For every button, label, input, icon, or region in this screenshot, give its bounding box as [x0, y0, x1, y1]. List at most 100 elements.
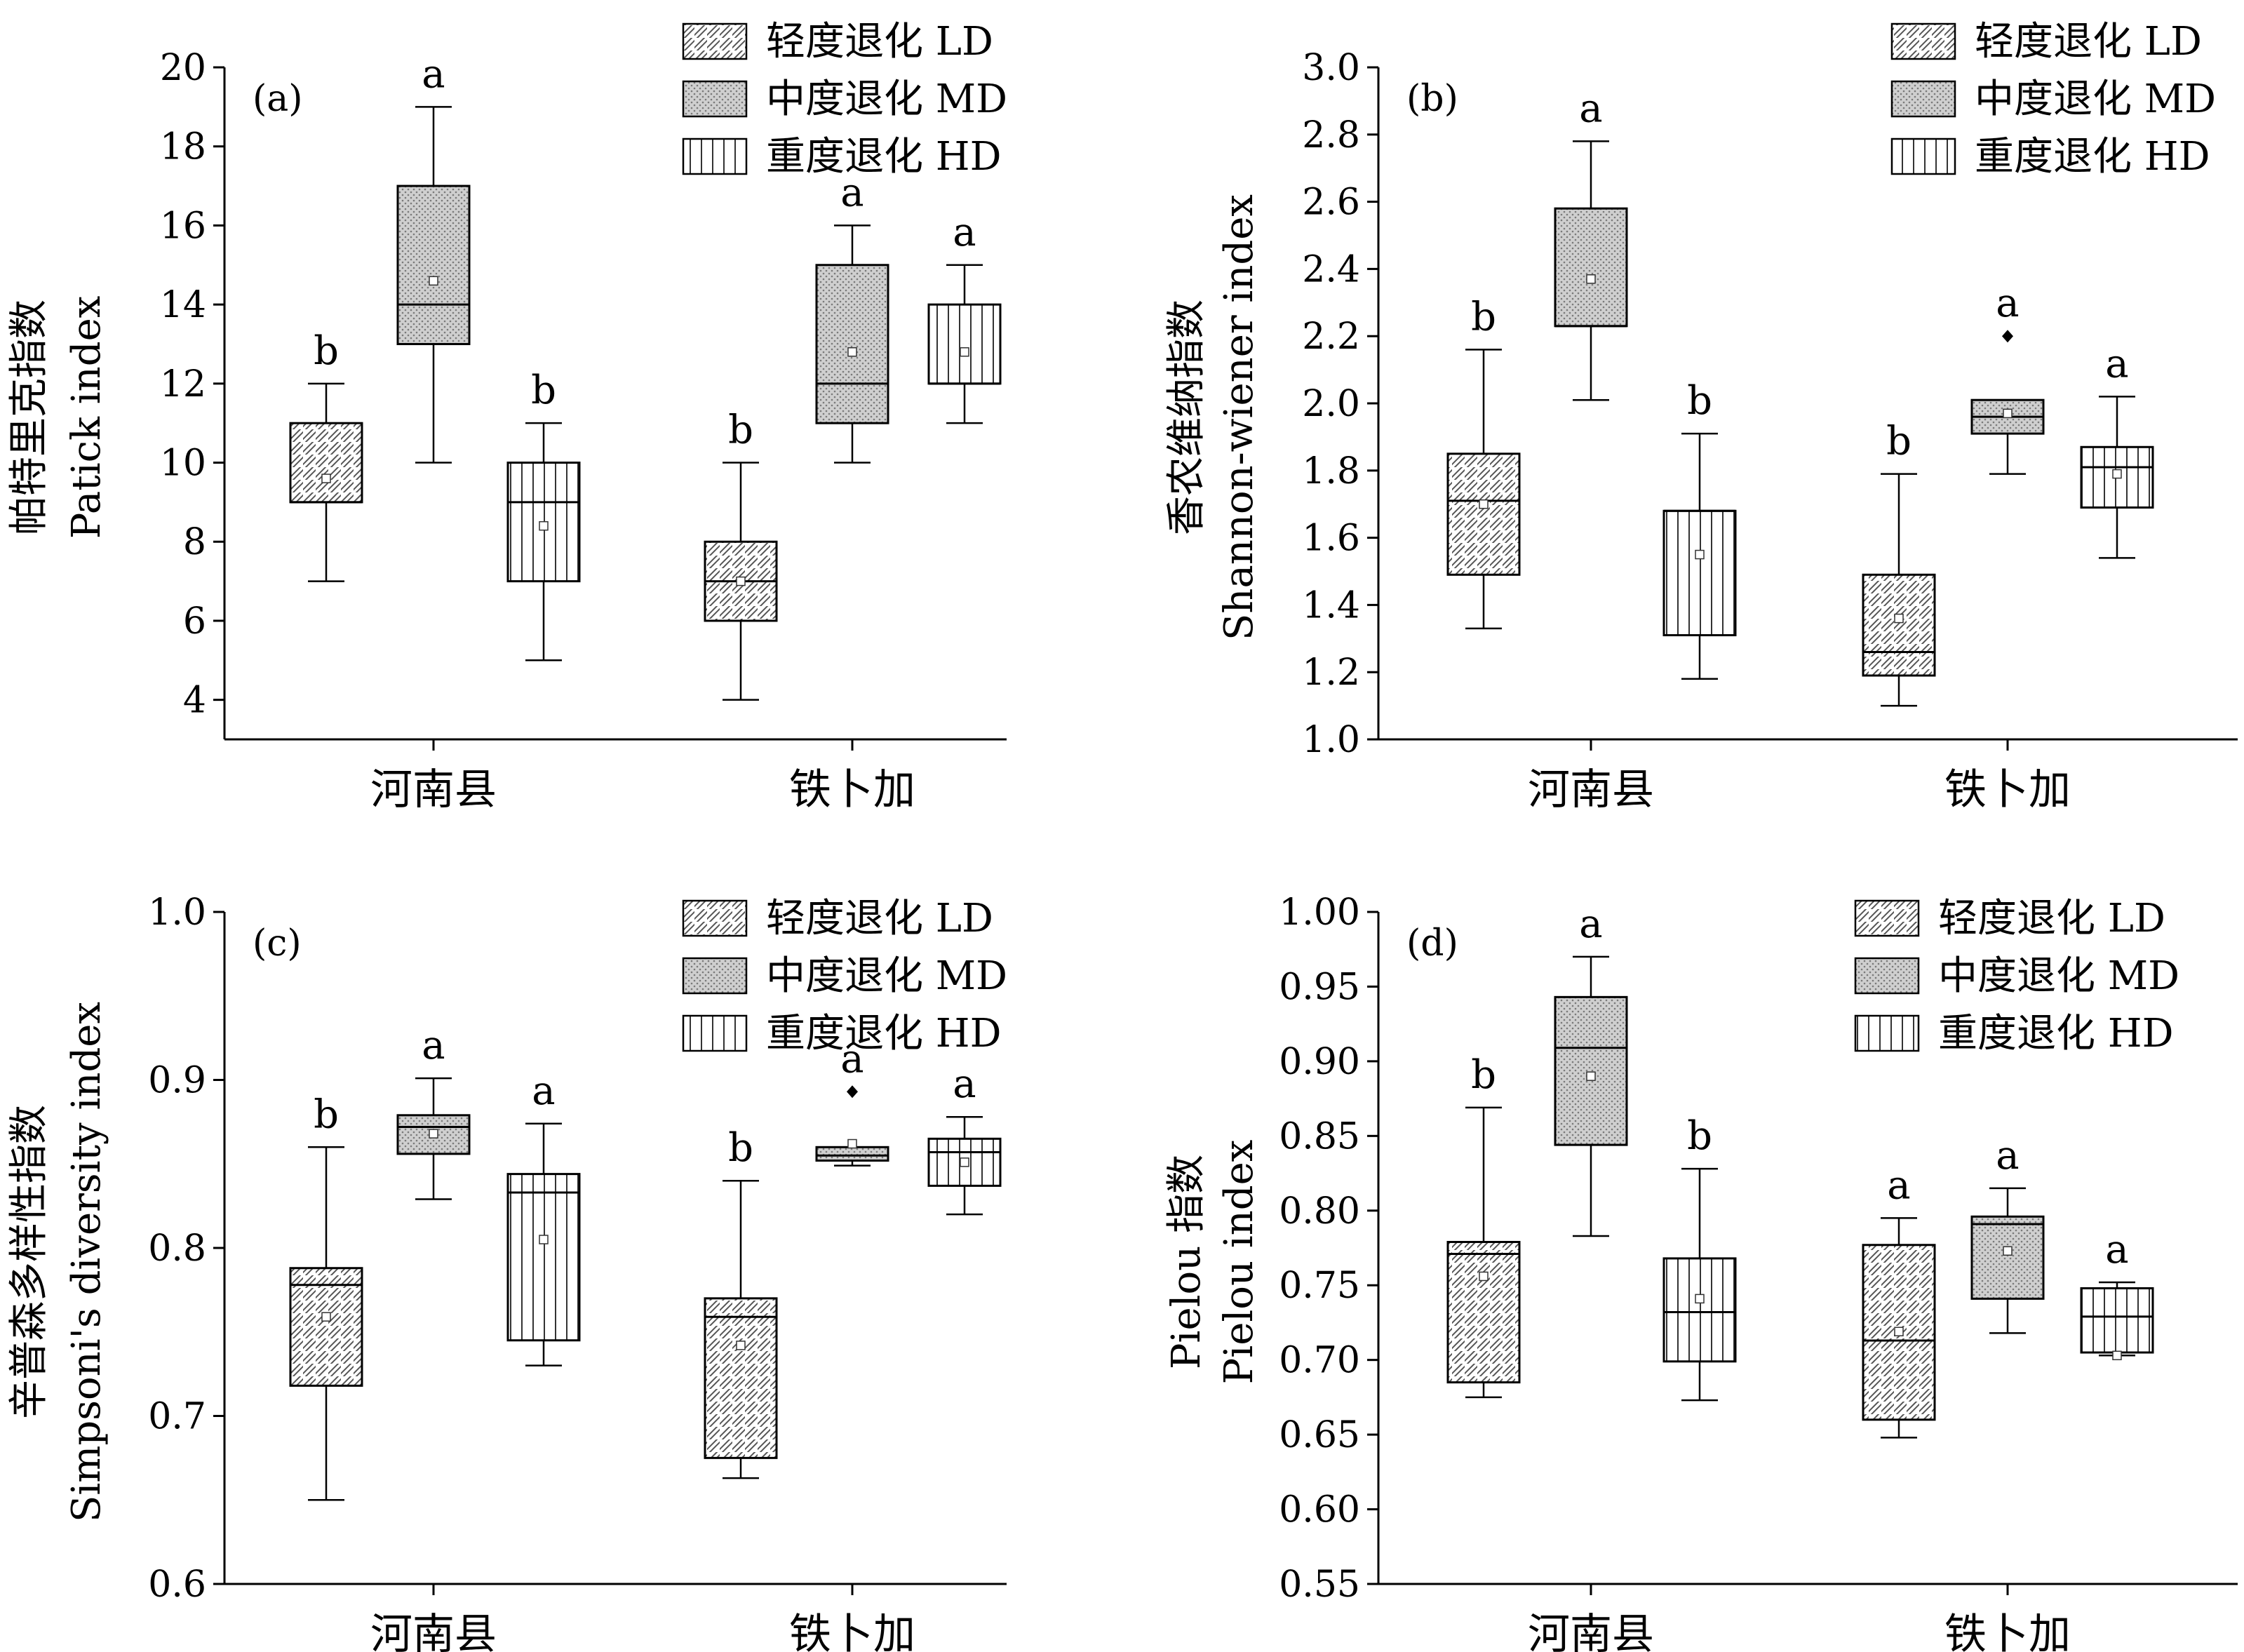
y-tick-label: 1.2: [1302, 652, 1360, 694]
chart-panel-4: 0.55 0.60 0.65 0.70 0.75 0.80 0.85 0.90 0.95 1.00…: [1164, 892, 2238, 1652]
box-iqr: [2080, 1287, 2154, 1354]
y-axis-label-cn: Pielou 指数: [1164, 1155, 1209, 1369]
mean-marker: [1695, 549, 1705, 560]
significance-letter: b: [1471, 1052, 1496, 1098]
mean-marker: [1894, 1327, 1904, 1336]
box-2-2: a: [815, 1036, 889, 1167]
outlier-point: [847, 1085, 858, 1099]
significance-letter: b: [728, 1125, 753, 1171]
mean-marker: [429, 1129, 438, 1139]
significance-letter: b: [1687, 378, 1712, 424]
y-tick-label: 0.60: [1279, 1489, 1360, 1531]
mean-marker: [736, 1341, 746, 1350]
mean-marker: [1695, 1294, 1705, 1304]
y-tick-label: 0.90: [1279, 1041, 1360, 1083]
outlier-point: [2002, 330, 2013, 343]
significance-letter: a: [840, 1036, 864, 1082]
box-2-2: a: [1970, 1133, 2045, 1334]
y-tick-label: 0.80: [1279, 1190, 1360, 1233]
significance-letter: b: [314, 328, 339, 374]
y-axis-label-cn: 香农维纳指数: [1164, 300, 1209, 535]
y-tick-label: 1.00: [1279, 892, 1360, 934]
legend-swatch: [682, 1014, 748, 1052]
box-iqr: [1446, 452, 1521, 576]
box-2-3: a: [927, 1061, 1002, 1216]
significance-letter: a: [1996, 281, 2019, 326]
box-iqr: [815, 1146, 889, 1162]
legend-label: 轻度退化 LD: [1975, 19, 2202, 65]
mean-marker: [2003, 408, 2013, 419]
y-tick-label: 0.7: [148, 1396, 206, 1438]
box-2-1: b: [1862, 419, 1936, 707]
legend-label: 重度退化 HD: [1938, 1011, 2174, 1056]
y-axis-label-cn: 辛普森多样性指数: [6, 1105, 52, 1419]
x-category-label: 铁卜加: [1944, 1610, 2071, 1652]
x-category-label: 河南县: [1528, 1610, 1654, 1652]
box-1-2: a: [396, 51, 471, 464]
box-iqr: [1970, 1215, 2045, 1300]
legend-swatch: [682, 899, 748, 937]
legend-swatch: [1854, 1014, 1920, 1052]
box-2-2: a: [815, 170, 889, 464]
box-2-3: a: [2080, 341, 2154, 559]
box-1-2: a: [396, 1023, 471, 1200]
legend-label: 中度退化 MD: [766, 76, 1007, 122]
mean-marker: [1479, 1271, 1489, 1282]
y-tick-label: 1.4: [1302, 584, 1360, 626]
significance-letter: a: [1579, 901, 1602, 947]
x-category-label: 铁卜加: [789, 765, 915, 814]
y-tick-label: 2.4: [1302, 248, 1360, 290]
significance-letter: a: [2105, 341, 2128, 387]
box-iqr: [1662, 509, 1737, 637]
legend-swatch: [682, 137, 748, 175]
mean-marker: [847, 347, 857, 357]
significance-letter: a: [422, 51, 445, 97]
box-iqr: [1446, 1240, 1521, 1384]
y-tick-label: 4: [183, 680, 206, 722]
y-tick-label: 2.2: [1302, 316, 1360, 358]
y-tick-label: 12: [160, 363, 206, 405]
legend-label: 重度退化 HD: [766, 134, 1002, 180]
y-tick-label: 18: [160, 126, 206, 168]
y-tick-label: 10: [160, 443, 206, 485]
box-1-3: b: [506, 368, 581, 662]
panel-label: (a): [253, 78, 303, 120]
mean-marker: [1894, 613, 1904, 624]
panel-label: (c): [253, 922, 302, 965]
box-iqr: [1862, 573, 1936, 677]
y-axis-label-cn: 帕特里克指数: [6, 300, 52, 535]
legend-label: 轻度退化 LD: [1938, 896, 2165, 941]
panel-label: (d): [1406, 922, 1458, 965]
mean-marker: [321, 474, 331, 483]
y-tick-label: 6: [183, 600, 206, 643]
y-axis-label-en: Simpsoni's diversity index: [64, 1002, 109, 1522]
box-iqr: [1554, 995, 1628, 1146]
legend-label: 中度退化 MD: [1975, 76, 2216, 122]
y-axis-label-en: Pielou index: [1216, 1140, 1262, 1385]
x-category-label: 铁卜加: [1944, 765, 2071, 814]
box-iqr: [289, 1267, 363, 1387]
box-1-3: a: [506, 1068, 581, 1366]
legend-label: 重度退化 HD: [1975, 134, 2210, 180]
mean-marker: [539, 1235, 549, 1244]
significance-letter: b: [728, 408, 753, 453]
significance-letter: a: [1996, 1133, 2019, 1178]
legend-label: 轻度退化 LD: [766, 19, 993, 65]
significance-letter: a: [840, 170, 864, 215]
legend-swatch: [1890, 80, 1956, 118]
chart-panel-2: 1.0 1.2 1.4 1.6 1.8 2.0 2.2 2.4 2.6 2.8 3.0 河南县 铁卜加 香…: [1164, 19, 2238, 814]
box-2-1: b: [704, 1125, 778, 1479]
x-category-label: 铁卜加: [789, 1610, 915, 1652]
y-tick-label: 0.6: [148, 1564, 206, 1606]
mean-marker: [539, 521, 549, 531]
mean-marker: [847, 1139, 857, 1149]
mean-marker: [1586, 274, 1596, 284]
y-tick-label: 3.0: [1302, 47, 1360, 89]
box-2-2: a: [1970, 281, 2045, 475]
y-tick-label: 1.0: [1302, 719, 1360, 761]
box-1-1: b: [289, 1092, 363, 1501]
legend-label: 中度退化 MD: [1938, 953, 2179, 999]
box-2-1: a: [1862, 1162, 1936, 1439]
significance-letter: b: [1886, 419, 1912, 464]
